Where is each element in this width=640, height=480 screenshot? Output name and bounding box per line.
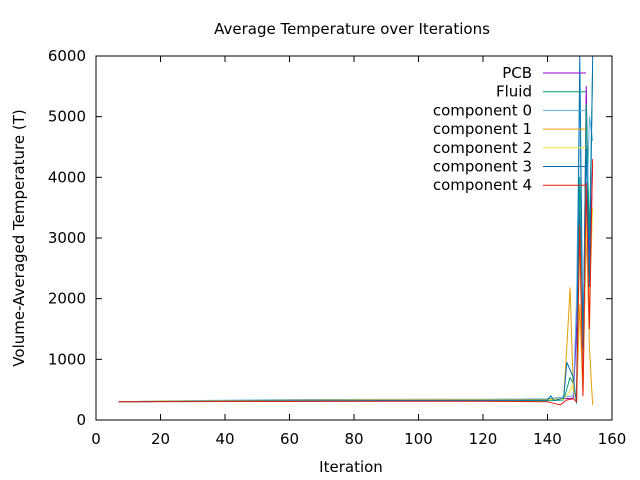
x-tick-label: 160 bbox=[598, 430, 627, 448]
y-tick-label: 3000 bbox=[48, 229, 86, 247]
chart-title: Average Temperature over Iterations bbox=[214, 20, 490, 38]
y-tick-label: 2000 bbox=[48, 290, 86, 308]
legend-label: Fluid bbox=[496, 83, 532, 101]
series-line-component-1 bbox=[118, 219, 594, 405]
plot-lines bbox=[118, 56, 594, 406]
plot-frame bbox=[95, 55, 613, 421]
x-tick-label: 80 bbox=[344, 430, 363, 448]
y-tick-label: 5000 bbox=[48, 108, 86, 126]
y-axis-label: Volume-Averaged Temperature (T) bbox=[10, 109, 28, 366]
series-line-component-4 bbox=[118, 159, 594, 406]
legend-label: component 0 bbox=[433, 101, 532, 119]
legend-label: component 1 bbox=[433, 120, 532, 138]
y-tick-label: 6000 bbox=[48, 47, 86, 65]
legend-label: component 2 bbox=[433, 139, 532, 157]
y-tick-label: 4000 bbox=[48, 168, 86, 186]
y-tick-label: 1000 bbox=[48, 350, 86, 368]
x-tick-label: 120 bbox=[469, 430, 498, 448]
x-tick-label: 140 bbox=[533, 430, 562, 448]
x-tick-label: 0 bbox=[91, 430, 101, 448]
legend-label: component 3 bbox=[433, 158, 532, 176]
axis-ticks: 0 20 40 60 80 100 120 140 160 0 1000 2000 3000 4000 50… bbox=[48, 47, 627, 448]
legend-label: PCB bbox=[502, 64, 532, 82]
legend-label: component 4 bbox=[433, 176, 532, 194]
x-axis-label: Iteration bbox=[319, 458, 383, 476]
series-line-component-2 bbox=[118, 207, 594, 403]
x-tick-label: 100 bbox=[404, 430, 433, 448]
x-tick-label: 20 bbox=[151, 430, 170, 448]
y-tick-label: 0 bbox=[76, 411, 86, 429]
x-tick-label: 40 bbox=[215, 430, 234, 448]
series-line-component-3 bbox=[118, 56, 594, 404]
x-tick-label: 60 bbox=[280, 430, 299, 448]
